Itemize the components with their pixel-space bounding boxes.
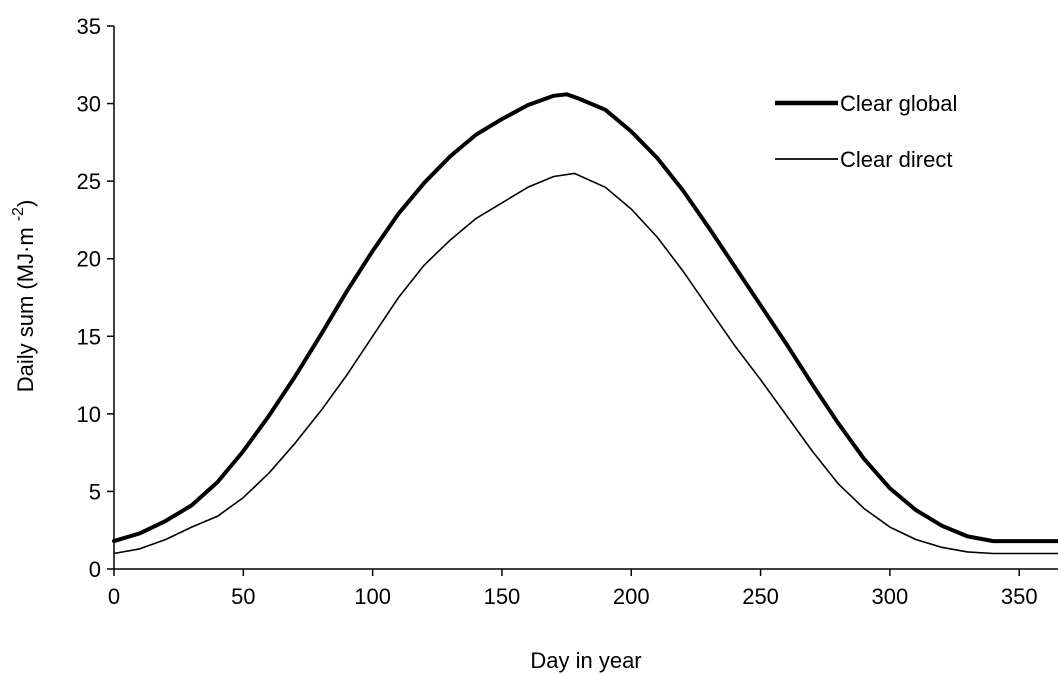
y-ticks: 0 5 10 15 20 25 30 35 <box>77 14 114 582</box>
legend-label-clear-direct: Clear direct <box>840 147 952 172</box>
y-tick-label: 15 <box>77 324 101 349</box>
plot-area: 0 50 100 150 200 250 300 350 0 5 10 15 20 25 30 35 <box>77 14 1058 609</box>
legend-label-clear-global: Clear global <box>840 91 957 116</box>
y-tick-label: 10 <box>77 402 101 427</box>
x-tick-label: 50 <box>231 584 255 609</box>
y-tick-label: 35 <box>77 14 101 39</box>
series-layer <box>112 92 1058 555</box>
series-line-clear-global <box>112 92 1058 544</box>
x-tick-label: 0 <box>108 584 120 609</box>
y-tick-label: 30 <box>77 92 101 117</box>
x-axis-title: Day in year <box>530 648 641 673</box>
x-ticks: 0 50 100 150 200 250 300 350 <box>108 569 1038 609</box>
x-tick-label: 300 <box>872 584 909 609</box>
y-axis-title: Daily sum (MJ·m -2) <box>10 200 38 393</box>
series-line-clear-direct <box>113 172 1058 555</box>
y-axis-title-main: Daily sum (MJ·m <box>13 227 38 392</box>
x-tick-label: 150 <box>484 584 521 609</box>
legend: Clear global Clear direct <box>775 91 957 172</box>
x-tick-label: 100 <box>354 584 391 609</box>
y-tick-label: 25 <box>77 169 101 194</box>
x-tick-label: 350 <box>1001 584 1038 609</box>
y-tick-label: 20 <box>77 247 101 272</box>
y-tick-label: 0 <box>89 557 101 582</box>
y-tick-label: 5 <box>89 479 101 504</box>
x-tick-label: 200 <box>613 584 650 609</box>
x-tick-label: 250 <box>742 584 779 609</box>
y-axis-title-close: ) <box>13 200 38 207</box>
y-axis-title-superscript: -2 <box>10 207 27 221</box>
